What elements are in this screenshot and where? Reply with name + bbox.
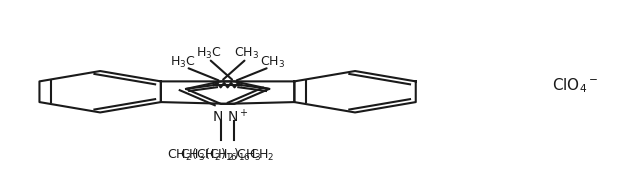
Text: H$_3$C: H$_3$C <box>196 46 221 61</box>
Text: CH$_2$(CH$_2$)$_{16}$CH$_3$: CH$_2$(CH$_2$)$_{16}$CH$_3$ <box>167 147 262 163</box>
Text: N: N <box>212 110 223 124</box>
Text: CH$_3$(CH$_2$)$_{16}$CH$_2$: CH$_3$(CH$_2$)$_{16}$CH$_2$ <box>180 147 275 163</box>
Text: N$^+$: N$^+$ <box>227 108 248 126</box>
Text: ClO$_4$$^-$: ClO$_4$$^-$ <box>552 77 598 96</box>
Text: H$_3$C: H$_3$C <box>170 55 196 70</box>
Text: CH$_3$: CH$_3$ <box>234 46 259 61</box>
Text: CH$_3$: CH$_3$ <box>260 55 285 70</box>
